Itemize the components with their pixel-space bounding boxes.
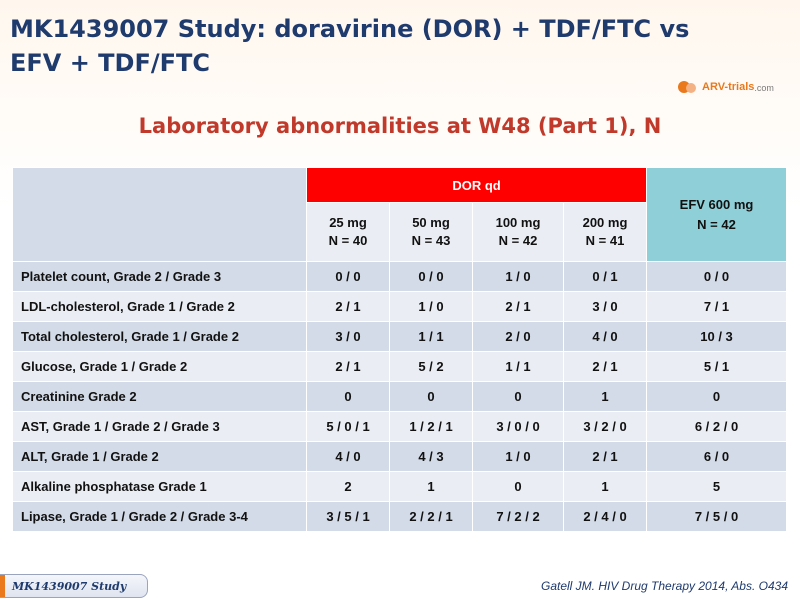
table-cell: 3 / 2 / 0: [562, 411, 648, 442]
table-cell: 0 / 1: [562, 261, 648, 292]
row-label: Creatinine Grade 2: [12, 381, 307, 412]
citation: Gatell JM. HIV Drug Therapy 2014, Abs. O…: [540, 579, 788, 593]
table-corner-cell: [12, 167, 307, 262]
table-cell: 1 / 1: [472, 351, 564, 382]
table-cell: 2: [306, 471, 390, 502]
table-row: Lipase, Grade 1 / Grade 2 / Grade 3-4 3 /…: [12, 501, 788, 532]
table-cell: 7 / 5 / 0: [646, 501, 788, 532]
study-tab: MK1439007 Study: [0, 574, 148, 598]
table-cell: 4 / 0: [306, 441, 390, 472]
table-cell: 0 / 0: [306, 261, 390, 292]
table-cell: 5 / 1: [646, 351, 788, 382]
table-cell: 1: [562, 471, 648, 502]
row-label: ALT, Grade 1 / Grade 2: [12, 441, 307, 472]
table-cell: 1: [389, 471, 473, 502]
lab-abnormalities-table: DOR qd EFV 600 mg N = 42 25 mg N = 40 50 m…: [12, 167, 788, 532]
table-cell: 0: [306, 381, 390, 412]
table-cell: 6 / 0: [646, 441, 788, 472]
table-cell: 3 / 5 / 1: [306, 501, 390, 532]
table-cell: 0: [472, 381, 564, 412]
dose-label: 50 mg: [412, 215, 450, 230]
row-label: LDL-cholesterol, Grade 1 / Grade 2: [12, 291, 307, 322]
table-cell: 2 / 0: [472, 321, 564, 352]
dose-label: 100 mg: [495, 215, 541, 230]
logo-icon: [678, 80, 700, 94]
dose-n: N = 42: [498, 233, 538, 248]
table-cell: 4 / 3: [389, 441, 473, 472]
table-cell: 1 / 1: [389, 321, 473, 352]
table-cell: 4 / 0: [562, 321, 648, 352]
dose-label: 25 mg: [329, 215, 367, 230]
row-label: Total cholesterol, Grade 1 / Grade 2: [12, 321, 307, 352]
table-cell: 2 / 1: [306, 291, 390, 322]
arv-trials-logo: ARV-trials .com: [678, 76, 774, 98]
dose-column-header: 100 mg N = 42: [472, 202, 564, 262]
table-cell: 1 / 0: [472, 261, 564, 292]
efv-dose: EFV 600 mg: [679, 196, 754, 212]
table-cell: 1: [562, 381, 648, 412]
row-label: AST, Grade 1 / Grade 2 / Grade 3: [12, 411, 307, 442]
table-cell: 5: [646, 471, 788, 502]
table-cell: 2 / 1: [562, 441, 648, 472]
table-cell: 0: [389, 381, 473, 412]
table-cell: 1 / 0: [389, 291, 473, 322]
table-cell: 0 / 0: [646, 261, 788, 292]
table-cell: 3 / 0 / 0: [472, 411, 564, 442]
table-cell: 2 / 4 / 0: [562, 501, 648, 532]
table-cell: 1 / 0: [472, 441, 564, 472]
table-cell: 1 / 2 / 1: [389, 411, 473, 442]
dose-column-header: 200 mg N = 41: [562, 202, 648, 262]
table-cell: 3 / 0: [306, 321, 390, 352]
table-cell: 2 / 2 / 1: [389, 501, 473, 532]
dose-column-header: 50 mg N = 43: [389, 202, 473, 262]
slide-title: MK1439007 Study: doravirine (DOR) + TDF/…: [10, 15, 690, 77]
table-cell: 0 / 0: [389, 261, 473, 292]
dose-column-header: 25 mg N = 40: [306, 202, 390, 262]
table-cell: 5 / 0 / 1: [306, 411, 390, 442]
row-label: Alkaline phosphatase Grade 1: [12, 471, 307, 502]
dose-n: N = 43: [411, 233, 451, 248]
efv-column-header: EFV 600 mg N = 42: [646, 167, 788, 262]
slide-subtitle: Laboratory abnormalities at W48 (Part 1)…: [138, 114, 662, 138]
table-cell: 3 / 0: [562, 291, 648, 322]
dose-n: N = 41: [585, 233, 625, 248]
dor-group-header: DOR qd: [305, 167, 648, 203]
row-label: Lipase, Grade 1 / Grade 2 / Grade 3-4: [12, 501, 307, 532]
row-label: Glucose, Grade 1 / Grade 2: [12, 351, 307, 382]
dose-label: 200 mg: [582, 215, 628, 230]
row-label: Platelet count, Grade 2 / Grade 3: [12, 261, 307, 292]
table-cell: 7 / 2 / 2: [472, 501, 564, 532]
table-cell: 5 / 2: [389, 351, 473, 382]
table-cell: 10 / 3: [646, 321, 788, 352]
logo-suffix: .com: [754, 83, 774, 93]
efv-n: N = 42: [697, 216, 736, 232]
logo-text: ARV-trials: [702, 81, 755, 93]
table-cell: 7 / 1: [646, 291, 788, 322]
table-cell: 2 / 1: [472, 291, 564, 322]
table-cell: 2 / 1: [562, 351, 648, 382]
table-cell: 0: [646, 381, 788, 412]
table-cell: 6 / 2 / 0: [646, 411, 788, 442]
table-cell: 0: [472, 471, 564, 502]
table-cell: 2 / 1: [306, 351, 390, 382]
dose-n: N = 40: [328, 233, 368, 248]
